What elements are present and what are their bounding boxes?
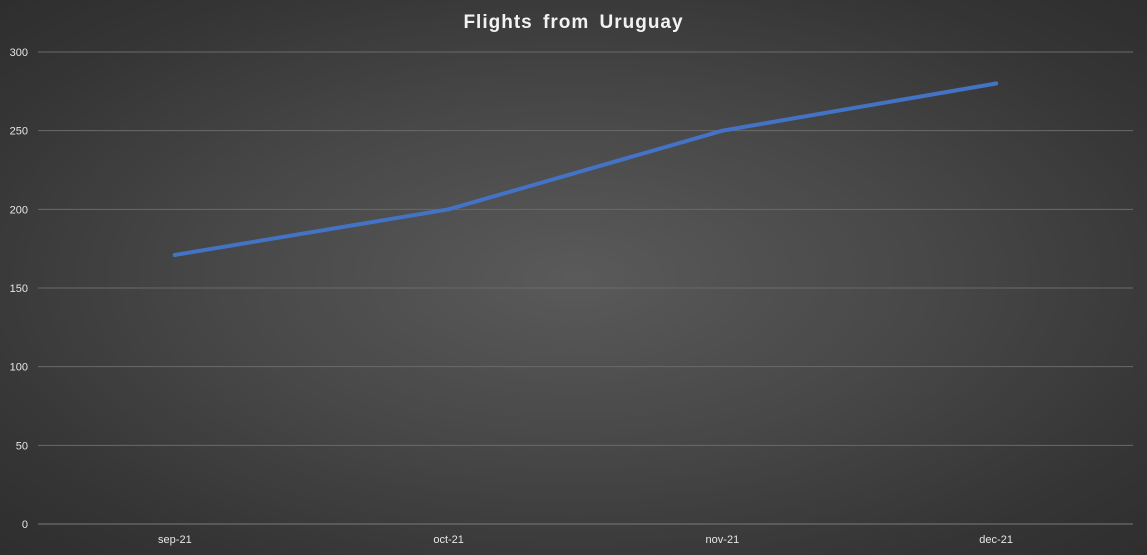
x-tick-label-oct-21: oct-21 — [433, 534, 464, 546]
y-tick-label-200: 200 — [10, 204, 28, 216]
x-tick-label-nov-21: nov-21 — [706, 534, 740, 546]
data-point-nov-21 — [720, 128, 725, 133]
data-point-dec-21 — [994, 81, 999, 86]
chart-title: Flights from Uruguay — [463, 12, 684, 33]
data-point-oct-21 — [446, 207, 451, 212]
y-tick-label-250: 250 — [10, 126, 28, 138]
y-tick-label-0: 0 — [22, 519, 28, 531]
y-tick-label-50: 50 — [16, 440, 28, 452]
x-tick-label-dec-21: dec-21 — [979, 534, 1013, 546]
x-tick-label-sep-21: sep-21 — [158, 534, 192, 546]
series-line-0 — [172, 81, 999, 257]
y-tick-label-150: 150 — [10, 283, 28, 295]
y-tick-label-100: 100 — [10, 362, 28, 374]
data-point-sep-21 — [172, 252, 177, 257]
y-tick-label-300: 300 — [10, 47, 28, 59]
